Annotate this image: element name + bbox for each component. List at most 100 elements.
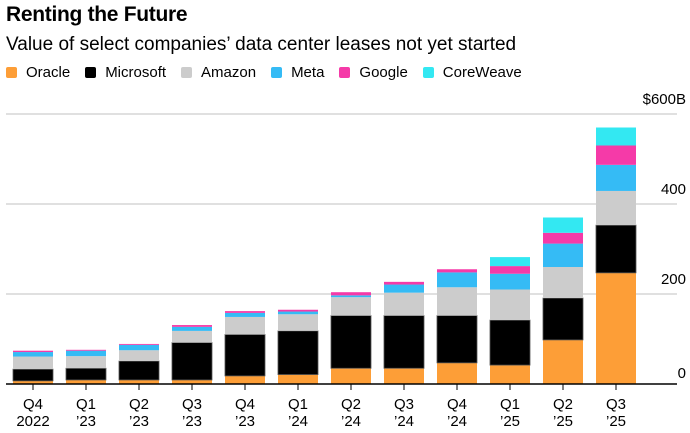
x-tick-label: ’23 [129, 413, 149, 430]
bar-google [596, 145, 636, 165]
x-tick-label: Q2 [129, 396, 149, 413]
bar-oracle [490, 365, 530, 384]
legend-swatch [271, 67, 283, 78]
bar-amazon [596, 190, 636, 226]
bar-google [490, 266, 530, 274]
legend-item-amazon: Amazon [181, 64, 256, 81]
bar-google [66, 349, 106, 351]
bar-amazon [225, 316, 265, 335]
bar-meta [172, 326, 212, 331]
bar-microsoft [595, 224, 637, 274]
x-tick-label: Q2 [553, 396, 573, 413]
bar-amazon [384, 292, 424, 316]
bar-microsoft [436, 315, 478, 364]
bar-microsoft [65, 367, 107, 381]
bar-microsoft [277, 330, 319, 375]
legend-item-microsoft: Microsoft [85, 64, 166, 81]
legend-label: Microsoft [105, 64, 167, 81]
bar-google [437, 269, 477, 273]
x-tick-label: Q3 [394, 396, 414, 413]
bar-google [278, 309, 318, 312]
x-tick-label: Q1 [500, 396, 520, 413]
bar-oracle [331, 368, 371, 384]
bar-meta [66, 350, 106, 357]
legend-label: Meta [291, 64, 325, 81]
bar-microsoft [489, 319, 531, 366]
x-tick-label: Q2 [341, 396, 361, 413]
chart-subtitle: Value of select companies’ data center l… [6, 34, 517, 55]
bar-oracle [13, 380, 53, 384]
legend-item-google: Google [339, 64, 408, 81]
x-tick-label: ’24 [447, 413, 467, 430]
bar-meta [225, 312, 265, 317]
bar-google [225, 311, 265, 313]
x-tick-label: ’24 [288, 413, 308, 430]
x-tick-label: 2022 [16, 413, 49, 430]
bar-google [172, 325, 212, 327]
legend-swatch [6, 67, 17, 78]
bar-amazon [119, 350, 159, 362]
x-tick-label: ’24 [394, 413, 414, 430]
bar-oracle [384, 368, 424, 384]
x-tick-label: Q3 [606, 396, 626, 413]
bar-amazon [437, 287, 477, 316]
legend-label: Oracle [26, 64, 71, 81]
legend-item-meta: Meta [271, 64, 324, 81]
chart-title: Renting the Future [6, 3, 188, 26]
bar-amazon [490, 289, 530, 321]
bar-google [384, 281, 424, 285]
bar-meta [13, 352, 53, 357]
legend-label: CoreWeave [442, 64, 522, 81]
bar-microsoft [383, 315, 425, 369]
x-tick-label: ’25 [500, 413, 520, 430]
bar-google [119, 343, 159, 345]
bar-oracle [225, 375, 265, 384]
bar-oracle [437, 362, 477, 384]
legend-swatch [422, 67, 434, 78]
x-tick-label: Q4 [447, 396, 467, 413]
x-tick-label: Q1 [288, 396, 308, 413]
bar-google [331, 292, 371, 296]
legend: Oracle Microsoft Amazon Meta Google CoreWeave [6, 64, 537, 81]
bar-meta [331, 295, 371, 298]
x-tick-label: ’23 [235, 413, 255, 430]
x-tick-label: ’24 [341, 413, 361, 430]
bar-meta [437, 272, 477, 288]
y-tick-label: 200 [661, 271, 686, 288]
bar-amazon [331, 297, 371, 316]
legend-item-oracle: Oracle [6, 64, 70, 81]
legend-item-coreweave: CoreWeave [422, 64, 522, 81]
legend-label: Google [359, 64, 408, 81]
bar-meta [119, 344, 159, 351]
x-tick-label: ’23 [182, 413, 202, 430]
bar-oracle [596, 272, 636, 384]
bar-microsoft [171, 342, 213, 381]
bar-coreweave [490, 257, 530, 267]
bar-oracle [66, 379, 106, 384]
bar-meta [596, 164, 636, 191]
bar-meta [384, 284, 424, 293]
bar-google [13, 350, 53, 353]
legend-swatch [85, 67, 97, 78]
bar-amazon [543, 267, 583, 299]
x-tick-label: ’23 [76, 413, 96, 430]
bar-coreweave [596, 127, 636, 146]
bar-meta [278, 311, 318, 315]
x-tick-label: ’25 [606, 413, 626, 430]
bar-microsoft [118, 360, 160, 381]
bar-google [543, 232, 583, 244]
bar-meta [543, 243, 583, 267]
x-tick-label: ’25 [553, 413, 573, 430]
y-tick-label: $600B [643, 91, 686, 108]
bar-microsoft [224, 334, 266, 377]
bar-amazon [13, 356, 53, 370]
bar-oracle [172, 379, 212, 384]
bar-microsoft [330, 315, 372, 369]
bar-oracle [278, 374, 318, 384]
bar-microsoft [542, 297, 584, 341]
y-tick-label: 0 [678, 365, 686, 382]
x-tick-label: Q4 [23, 396, 43, 413]
bar-coreweave [543, 217, 583, 233]
bar-amazon [278, 314, 318, 331]
